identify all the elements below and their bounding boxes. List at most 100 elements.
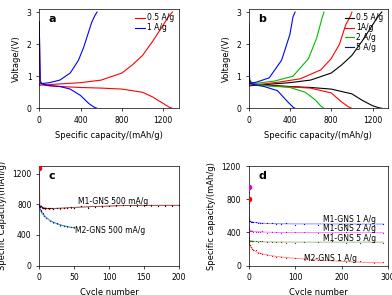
Point	[120, 203, 126, 208]
Point	[113, 203, 119, 208]
Point	[273, 222, 279, 227]
Point	[315, 231, 321, 236]
Point	[278, 221, 284, 226]
Point	[248, 238, 254, 243]
Point	[38, 209, 44, 214]
Point	[47, 206, 53, 210]
Point	[248, 245, 254, 250]
Point	[169, 202, 175, 207]
Point	[301, 222, 307, 227]
Point	[41, 206, 47, 211]
Point	[57, 206, 63, 211]
Point	[92, 204, 98, 209]
Point	[255, 221, 261, 225]
X-axis label: Cycle number: Cycle number	[80, 288, 138, 295]
Text: a: a	[49, 14, 56, 24]
Point	[53, 206, 60, 211]
Point	[247, 219, 253, 224]
Point	[246, 236, 252, 241]
Point	[85, 205, 91, 210]
Text: M2-GNS 1 A/g: M2-GNS 1 A/g	[304, 253, 358, 263]
Point	[249, 229, 255, 233]
Point	[343, 223, 349, 227]
Point	[57, 223, 63, 227]
Point	[85, 205, 91, 209]
X-axis label: Specific capacity/(mAh/g): Specific capacity/(mAh/g)	[264, 130, 372, 140]
Point	[60, 205, 67, 210]
Point	[248, 228, 254, 233]
Point	[255, 230, 261, 235]
Point	[329, 230, 336, 235]
Point	[42, 205, 48, 210]
Point	[301, 240, 307, 245]
Point	[176, 203, 182, 208]
Point	[71, 206, 77, 210]
Point	[246, 217, 252, 221]
Point	[162, 203, 168, 207]
Point	[252, 230, 259, 234]
Point	[246, 240, 252, 245]
Point	[36, 205, 42, 210]
Point	[38, 209, 44, 213]
Point	[71, 225, 77, 230]
Point	[255, 239, 261, 244]
Point	[37, 203, 43, 208]
Point	[380, 222, 387, 226]
Point	[64, 206, 70, 210]
Point	[141, 202, 147, 207]
Point	[292, 230, 298, 235]
Point	[134, 203, 140, 208]
Point	[292, 255, 298, 260]
Point	[99, 204, 105, 209]
Point	[257, 251, 263, 256]
Point	[67, 204, 74, 209]
Point	[148, 203, 154, 208]
Point	[245, 197, 252, 202]
Point	[357, 222, 363, 227]
Point	[38, 204, 44, 209]
Point	[301, 256, 307, 261]
Point	[50, 207, 56, 212]
Point	[257, 230, 263, 235]
Point	[40, 211, 46, 215]
Point	[252, 239, 259, 243]
Point	[64, 223, 70, 228]
Point	[42, 205, 49, 210]
Point	[264, 230, 270, 235]
Point	[99, 204, 105, 209]
Point	[127, 203, 133, 208]
Point	[38, 204, 44, 208]
Point	[53, 221, 60, 225]
Point	[53, 222, 60, 226]
Point	[246, 237, 252, 242]
Point	[127, 203, 133, 208]
Point	[36, 203, 42, 208]
Point	[106, 203, 112, 208]
Text: M1-GNS 2 A/g: M1-GNS 2 A/g	[323, 224, 376, 233]
Point	[92, 204, 98, 209]
Point	[43, 216, 49, 220]
Point	[250, 230, 256, 235]
Point	[260, 221, 266, 225]
Point	[43, 216, 49, 220]
Point	[329, 222, 336, 227]
Point	[249, 238, 255, 243]
Point	[371, 239, 377, 244]
Legend: 0.5 A/g, 1A/g, 2 A/g, 5 A/g: 0.5 A/g, 1A/g, 2 A/g, 5 A/g	[344, 13, 384, 53]
Point	[40, 206, 46, 211]
Point	[42, 206, 49, 211]
Legend: 0.5 A/g, 1 A/g: 0.5 A/g, 1 A/g	[135, 13, 175, 33]
Y-axis label: Voltage/(V): Voltage/(V)	[221, 35, 230, 82]
Point	[40, 205, 47, 210]
Point	[40, 212, 46, 217]
Point	[380, 230, 387, 235]
Point	[343, 259, 349, 264]
X-axis label: Cycle number: Cycle number	[289, 288, 348, 295]
Point	[380, 241, 387, 246]
Point	[67, 205, 74, 210]
Point	[269, 240, 275, 244]
Point	[36, 202, 42, 207]
Point	[37, 204, 43, 209]
Point	[78, 204, 84, 209]
Point	[39, 204, 45, 209]
